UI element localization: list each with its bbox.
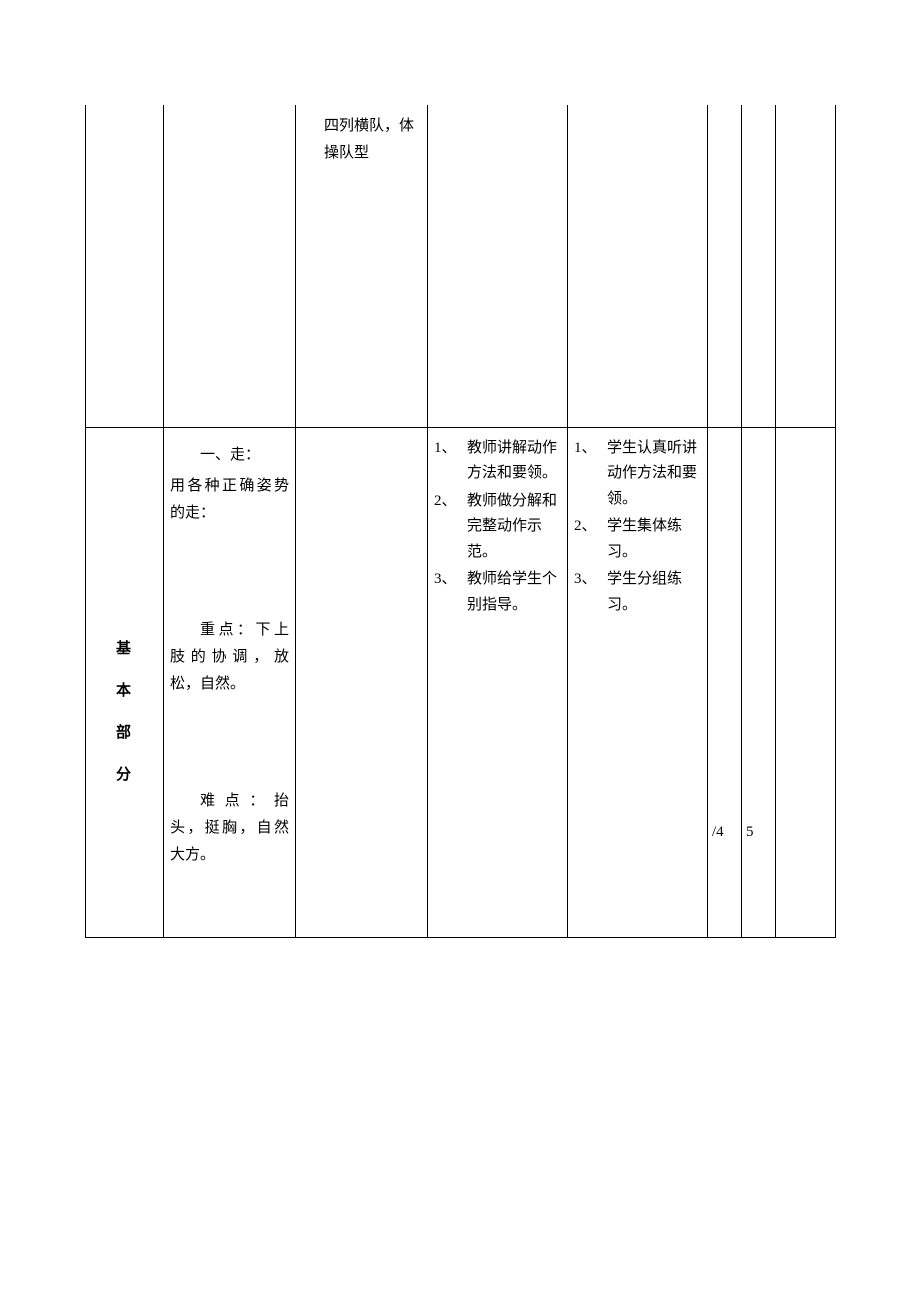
list-text: 学生集体练习。 <box>607 518 682 560</box>
time-value: 5 <box>746 820 769 844</box>
teacher-list: 1、教师讲解动作方法和要领。 2、教师做分解和完整动作示范。 3、教师给学生个别… <box>434 436 561 619</box>
list-item: 1、教师讲解动作方法和要领。 <box>434 436 561 487</box>
list-item: 1、学生认真听讲动作方法和要领。 <box>574 436 701 513</box>
list-item: 3、学生分组练习。 <box>574 567 701 618</box>
list-text: 学生认真听讲动作方法和要领。 <box>607 440 697 507</box>
list-text: 教师给学生个别指导。 <box>467 571 557 613</box>
list-number: 1、 <box>434 436 457 462</box>
lesson-plan-page: 四列横队，体操队型 基 本 部 分 一、走： 用各种正确姿势的走： 重点：下上肢… <box>85 105 835 938</box>
cell-teaching-content: 一、走： 用各种正确姿势的走： 重点：下上肢的协调，放松，自然。 难点：抬头，挺… <box>164 427 296 937</box>
list-item: 2、学生集体练习。 <box>574 514 701 565</box>
section-char: 本 <box>92 670 157 712</box>
list-number: 2、 <box>434 489 457 515</box>
cell-r1-num2 <box>742 105 776 427</box>
cell-count: /4 <box>708 427 742 937</box>
list-number: 3、 <box>434 567 457 593</box>
content-head: 一、走： <box>170 442 260 469</box>
table-row: 四列横队，体操队型 <box>86 105 836 427</box>
student-list: 1、学生认真听讲动作方法和要领。 2、学生集体练习。 3、学生分组练习。 <box>574 436 701 619</box>
cell-section-label: 基 本 部 分 <box>86 427 164 937</box>
cell-r1-num1 <box>708 105 742 427</box>
list-text: 教师讲解动作方法和要领。 <box>467 440 557 482</box>
list-text: 教师做分解和完整动作示范。 <box>467 493 557 560</box>
content-body: 用各种正确姿势的走： <box>170 473 289 527</box>
cell-r2-extra <box>776 427 836 937</box>
list-text: 学生分组练习。 <box>607 571 682 613</box>
cell-student-activity: 1、学生认真听讲动作方法和要领。 2、学生集体练习。 3、学生分组练习。 <box>568 427 708 937</box>
count-value: /4 <box>712 820 735 844</box>
keypoint-head: 重点： <box>200 622 255 638</box>
cell-r1-formation: 四列横队，体操队型 <box>296 105 428 427</box>
formation-text: 四列横队，体操队型 <box>302 113 421 167</box>
table-row: 基 本 部 分 一、走： 用各种正确姿势的走： 重点：下上肢的协调，放松，自然。… <box>86 427 836 937</box>
cell-time: 5 <box>742 427 776 937</box>
list-number: 3、 <box>574 567 597 593</box>
list-number: 1、 <box>574 436 597 462</box>
list-item: 2、教师做分解和完整动作示范。 <box>434 489 561 566</box>
cell-teacher-activity: 1、教师讲解动作方法和要领。 2、教师做分解和完整动作示范。 3、教师给学生个别… <box>428 427 568 937</box>
difficulty-head: 难点： <box>200 793 274 809</box>
list-item: 3、教师给学生个别指导。 <box>434 567 561 618</box>
section-char: 分 <box>92 754 157 796</box>
cell-r1-extra <box>776 105 836 427</box>
cell-r1-section <box>86 105 164 427</box>
lesson-plan-table: 四列横队，体操队型 基 本 部 分 一、走： 用各种正确姿势的走： 重点：下上肢… <box>85 105 836 938</box>
cell-r1-content <box>164 105 296 427</box>
section-char: 部 <box>92 712 157 754</box>
section-char: 基 <box>92 628 157 670</box>
list-number: 2、 <box>574 514 597 540</box>
cell-r2-formation <box>296 427 428 937</box>
cell-r1-teacher <box>428 105 568 427</box>
cell-r1-student <box>568 105 708 427</box>
